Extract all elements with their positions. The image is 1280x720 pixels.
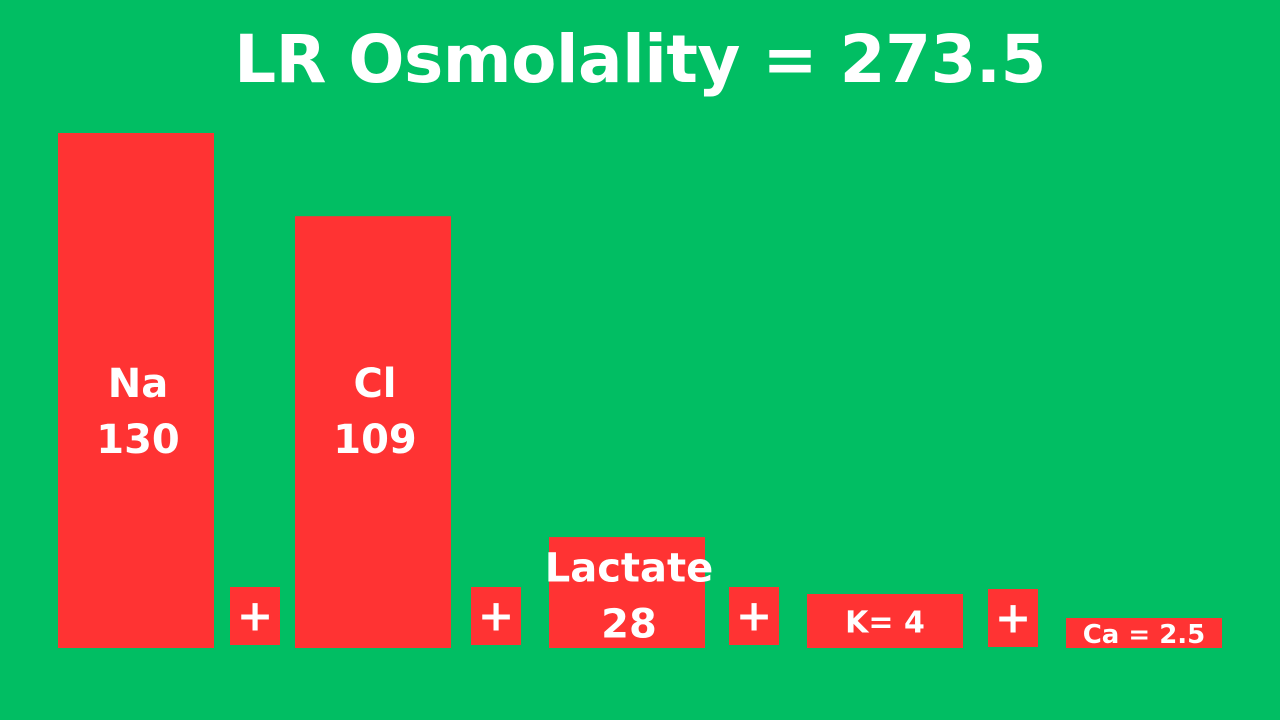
- plus-sign-3: +: [729, 587, 779, 645]
- plus-box: [988, 589, 1038, 647]
- plus-icon: +: [995, 593, 1032, 644]
- bar-label-na-name: Na: [108, 361, 168, 407]
- plus-box: [729, 587, 779, 645]
- plus-icon: +: [736, 591, 773, 642]
- plus-sign-4: +: [988, 589, 1038, 647]
- bar-label-cl-value: 109: [333, 417, 417, 463]
- plus-icon: +: [237, 591, 274, 642]
- bar-cl: [295, 216, 451, 648]
- plus-box: [471, 587, 521, 645]
- bar-label-lactate-name: Lactate: [545, 546, 714, 592]
- plus-sign-1: +: [230, 587, 280, 645]
- bar-label-na-value: 130: [96, 417, 180, 463]
- bar-ca: [1066, 618, 1222, 648]
- plus-icon: +: [478, 591, 515, 642]
- plus-sign-2: +: [471, 587, 521, 645]
- bar-label-cl-name: Cl: [353, 361, 396, 407]
- bar-label-lactate-value: 28: [601, 602, 657, 648]
- chart-title: LR Osmolality = 273.5: [234, 21, 1046, 98]
- bar-lactate: [549, 537, 705, 648]
- plus-box: [230, 587, 280, 645]
- bar-na: [58, 133, 214, 648]
- bar-label-ca: Ca = 2.5: [1083, 620, 1206, 650]
- bar-label-k: K= 4: [845, 606, 925, 641]
- bar-k: [807, 594, 963, 648]
